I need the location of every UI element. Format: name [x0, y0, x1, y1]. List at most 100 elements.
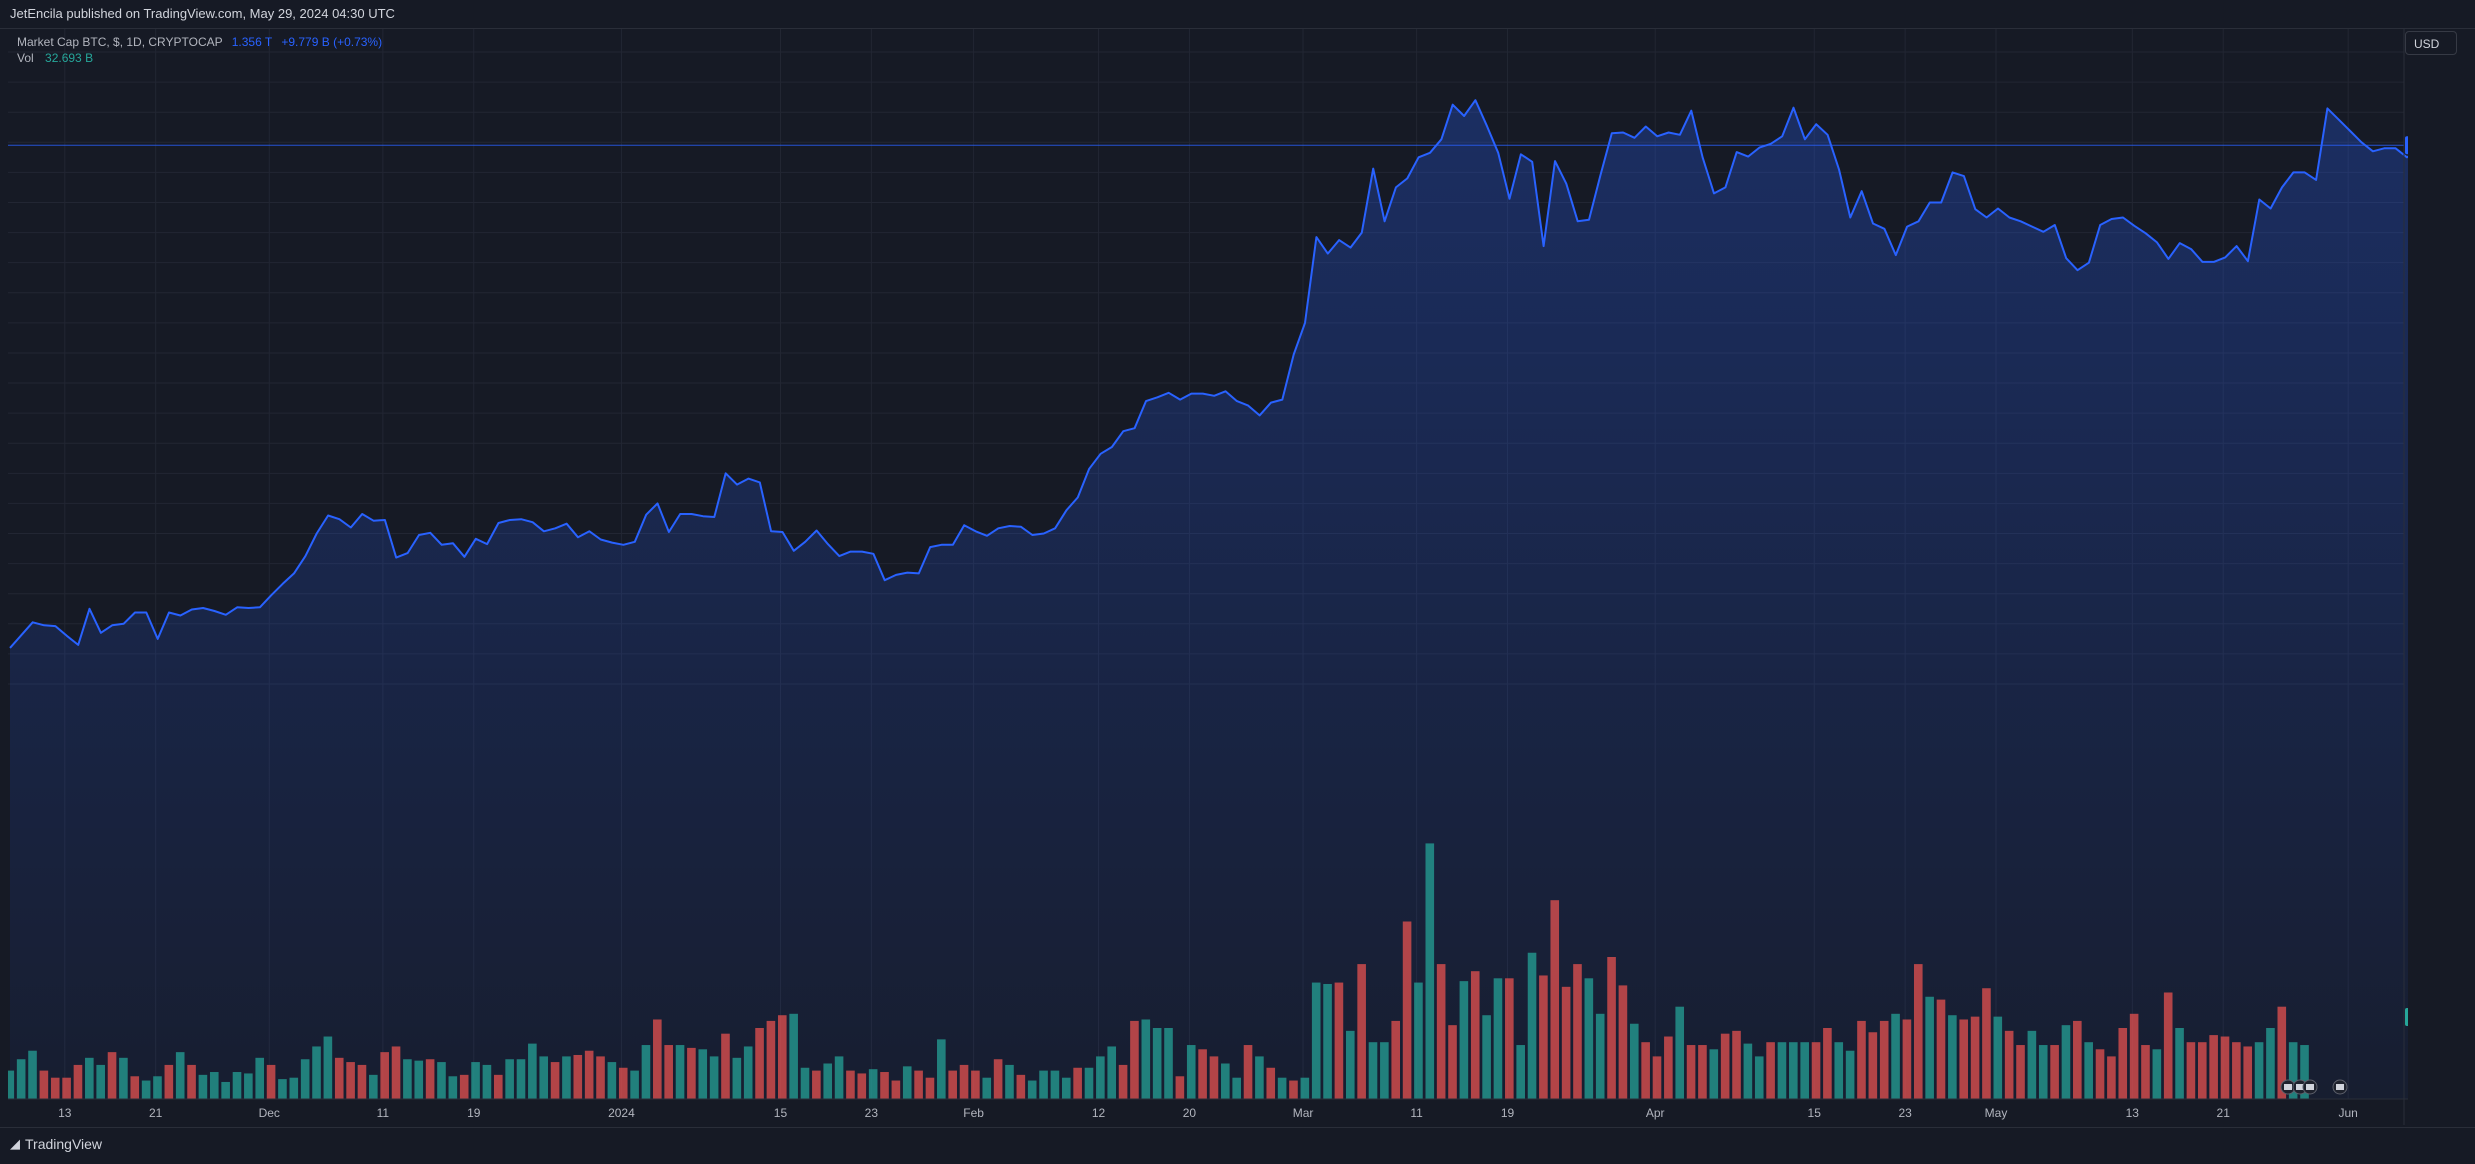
volume-bar — [812, 1070, 821, 1099]
volume-bar — [937, 1039, 946, 1099]
volume-bar — [1720, 1033, 1730, 1099]
volume-bar — [1073, 1067, 1082, 1099]
volume-bar — [1061, 1077, 1071, 1099]
volume-bar — [528, 1043, 537, 1099]
volume-bar — [391, 1046, 401, 1099]
volume-bar — [2277, 1006, 2287, 1099]
volume-bar — [993, 1059, 1003, 1099]
event-flag-stripe — [2336, 1084, 2344, 1090]
volume-bar — [380, 1052, 389, 1099]
volume-bar — [130, 1076, 140, 1099]
currency-button[interactable]: USD — [2405, 31, 2457, 55]
volume-bar — [1857, 1020, 1866, 1099]
volume-bar — [1970, 1016, 1980, 1099]
volume-bar — [119, 1057, 128, 1099]
volume-bar — [789, 1013, 798, 1099]
x-tick-label: Dec — [259, 1106, 280, 1120]
volume-bar — [1913, 964, 1923, 1099]
volume-bar — [1834, 1042, 1844, 1099]
volume-bar — [596, 1056, 605, 1099]
volume-bar — [1311, 982, 1321, 1099]
volume-bar — [653, 1019, 662, 1099]
volume-bar — [698, 1049, 708, 1099]
x-tick-label: Feb — [963, 1106, 984, 1120]
volume-bar — [266, 1064, 276, 1099]
volume-bar — [414, 1060, 424, 1099]
volume-bar — [1789, 1042, 1798, 1099]
volume-bar — [1391, 1020, 1401, 1099]
volume-bar — [1118, 1064, 1128, 1099]
volume-bar — [766, 1020, 776, 1099]
volume-bar — [2107, 1056, 2116, 1099]
volume-bar — [2141, 1045, 2150, 1099]
volume-bar — [1959, 1019, 1969, 1099]
chart-area[interactable]: 1.48 T1.44 T1.4 T1.36 T1.32 T1.28 T1.24 … — [8, 29, 2408, 1125]
volume-bar — [1186, 1045, 1196, 1099]
volume-bar — [2118, 1028, 2128, 1099]
volume-bar — [1777, 1042, 1787, 1099]
volume-bar — [925, 1077, 935, 1099]
volume-bar — [482, 1064, 492, 1099]
volume-bar — [1380, 1042, 1389, 1099]
x-tick-label: 19 — [467, 1106, 481, 1120]
volume-bar — [1845, 1050, 1855, 1099]
volume-bar — [1221, 1063, 1230, 1099]
tradingview-brand-text: TradingView — [25, 1136, 103, 1152]
volume-bar — [289, 1077, 299, 1099]
volume-bar — [675, 1045, 685, 1099]
volume-bar — [1300, 1077, 1310, 1099]
volume-bar — [834, 1056, 844, 1099]
volume-bar — [1130, 1020, 1139, 1099]
volume-bar — [1664, 1036, 1673, 1099]
volume-bar — [550, 1062, 560, 1099]
price-chart-svg[interactable]: 1.48 T1.44 T1.4 T1.36 T1.32 T1.28 T1.24 … — [8, 29, 2408, 1125]
volume-bar — [664, 1045, 673, 1099]
volume-bar — [505, 1059, 514, 1099]
volume-bar — [1334, 982, 1344, 1099]
x-tick-label: 15 — [1808, 1106, 1822, 1120]
volume-bar — [959, 1064, 969, 1099]
volume-bar — [857, 1073, 867, 1099]
volume-bar — [73, 1064, 83, 1099]
volume-bar — [1823, 1028, 1832, 1099]
volume-bar — [2175, 1028, 2184, 1099]
volume-bar — [1993, 1016, 2003, 1099]
volume-bar — [50, 1077, 60, 1099]
price-area-fill — [10, 100, 2408, 1099]
volume-bar — [891, 1080, 901, 1099]
volume-bar — [721, 1033, 730, 1099]
volume-bar — [1084, 1067, 1094, 1099]
volume-bar — [902, 1066, 912, 1099]
volume-bar — [8, 1070, 15, 1099]
x-tick-label: 20 — [1183, 1106, 1197, 1120]
x-tick-label: 23 — [1898, 1106, 1912, 1120]
volume-bar — [187, 1064, 196, 1099]
volume-bar — [2288, 1042, 2298, 1099]
volume-bar — [800, 1067, 810, 1099]
volume-bar — [2004, 1030, 2014, 1099]
volume-bar — [1936, 999, 1946, 1099]
volume-bar — [1141, 1019, 1151, 1099]
x-tick-label: 12 — [1092, 1106, 1106, 1120]
volume-bar — [1902, 1019, 1912, 1099]
x-tick-label: 13 — [2126, 1106, 2140, 1120]
volume-bar — [2061, 1025, 2071, 1099]
x-tick-label: 21 — [2217, 1106, 2231, 1120]
volume-bar — [1982, 988, 1991, 1099]
volume-bar — [1925, 996, 1934, 1099]
volume-bar — [2152, 1049, 2162, 1099]
volume-bar — [39, 1070, 49, 1099]
publisher-bar: JetEncila published on TradingView.com, … — [0, 0, 2475, 29]
tradingview-mark-icon: ◢ — [10, 1136, 20, 1151]
volume-bar — [1005, 1064, 1014, 1099]
volume-bar — [971, 1070, 980, 1099]
volume-bar — [2220, 1036, 2230, 1099]
volume-bar — [1345, 1030, 1355, 1099]
volume-bar — [198, 1074, 208, 1099]
last-price-value: 1.356 T — [231, 35, 273, 49]
volume-bar — [1436, 964, 1446, 1099]
x-tick-label: 11 — [1410, 1106, 1423, 1120]
tradingview-logo[interactable]: ◢ TradingView — [10, 1136, 102, 1152]
volume-bar — [732, 1057, 742, 1099]
volume-bar — [1039, 1070, 1048, 1099]
